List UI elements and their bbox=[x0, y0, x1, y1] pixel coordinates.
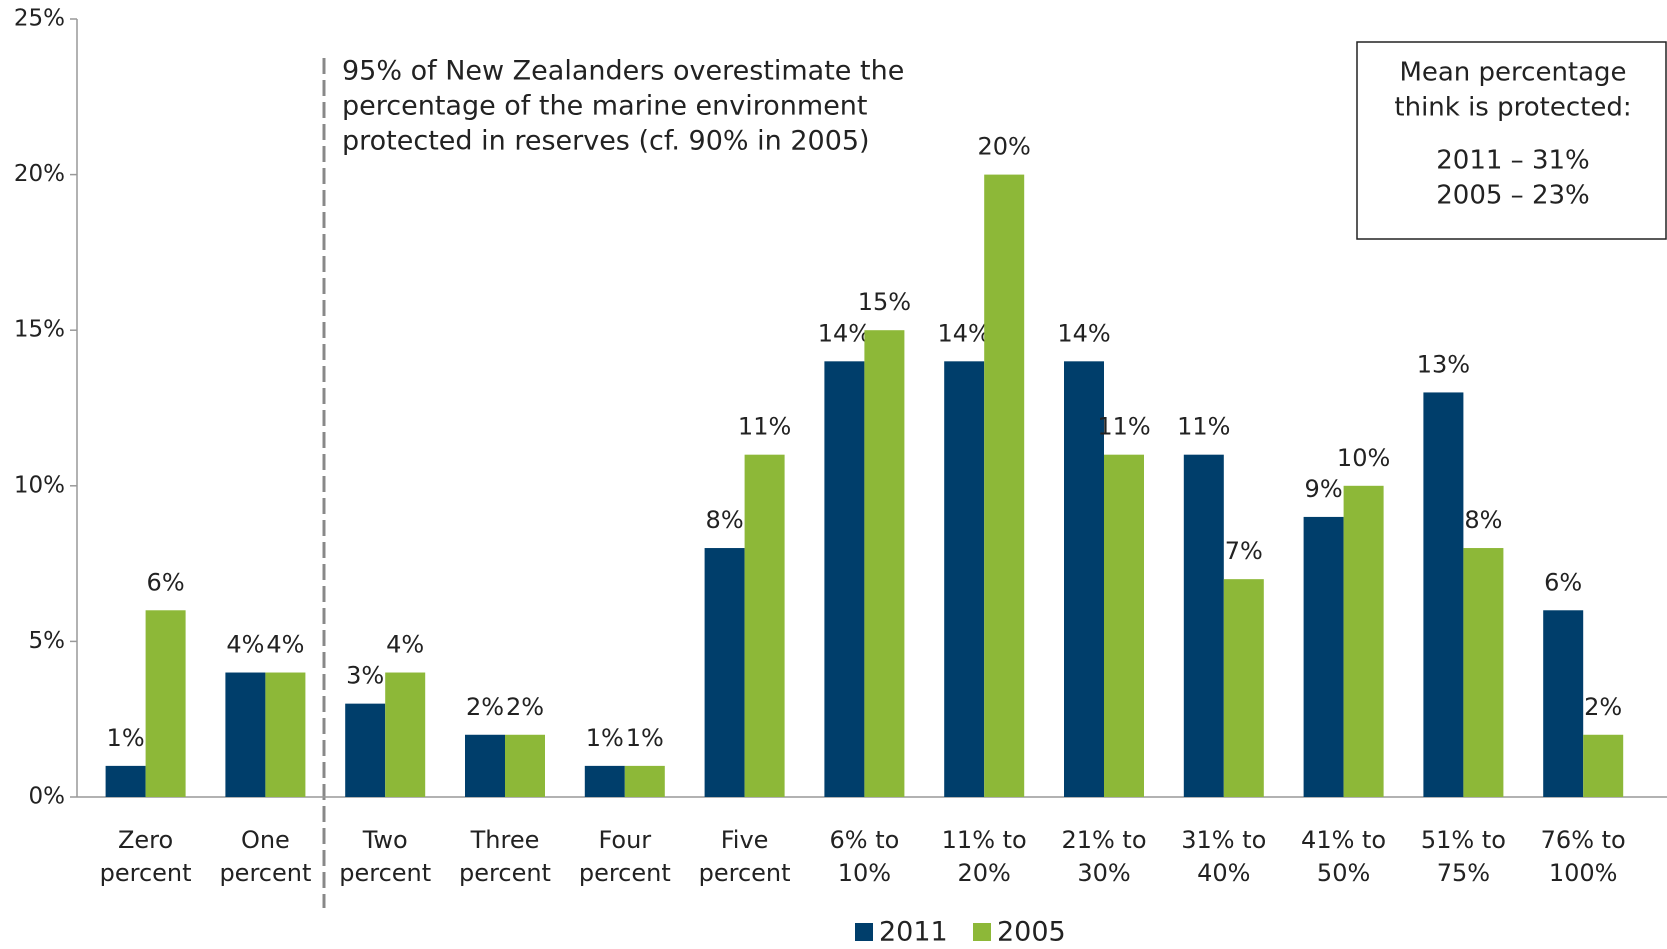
data-label: 14% bbox=[818, 319, 871, 347]
x-tick-label: percent bbox=[579, 859, 671, 887]
bar bbox=[1223, 579, 1264, 797]
data-label: 3% bbox=[346, 662, 384, 690]
bar bbox=[704, 548, 745, 797]
data-label: 2% bbox=[1584, 693, 1622, 721]
bar bbox=[824, 361, 865, 797]
x-tick-label: 21% to bbox=[1061, 826, 1146, 854]
bar bbox=[1064, 361, 1104, 797]
bar bbox=[265, 672, 306, 797]
x-tick-label: 51% to bbox=[1421, 826, 1506, 854]
info-text: Mean percentage bbox=[1399, 58, 1626, 88]
bar bbox=[1303, 516, 1344, 797]
x-tick-label: Three bbox=[470, 826, 540, 854]
data-label: 13% bbox=[1417, 350, 1470, 378]
data-label: 4% bbox=[226, 631, 264, 659]
x-tick-label: One bbox=[241, 826, 290, 854]
bar bbox=[105, 765, 146, 797]
x-tick-label: 41% to bbox=[1301, 826, 1386, 854]
data-label: 8% bbox=[1464, 506, 1502, 534]
x-tick-label: 75% bbox=[1437, 859, 1490, 887]
data-label: 8% bbox=[706, 506, 744, 534]
info-text: 2005 – 23% bbox=[1436, 181, 1590, 211]
x-tick-label: 50% bbox=[1317, 859, 1370, 887]
x-tick-label: 40% bbox=[1197, 859, 1250, 887]
bar bbox=[1463, 548, 1504, 797]
x-tick-label: 20% bbox=[958, 859, 1011, 887]
legend-swatch bbox=[855, 923, 873, 941]
data-label: 15% bbox=[858, 288, 911, 316]
x-tick-label: percent bbox=[100, 859, 192, 887]
bar bbox=[1583, 734, 1624, 797]
x-tick-label: Four bbox=[598, 826, 651, 854]
bar bbox=[624, 765, 665, 797]
data-label: 14% bbox=[1057, 319, 1110, 347]
bar bbox=[1423, 392, 1464, 797]
bar bbox=[345, 703, 386, 797]
x-tick-label: 31% to bbox=[1181, 826, 1266, 854]
data-label: 9% bbox=[1305, 475, 1343, 503]
x-tick-label: Five bbox=[721, 826, 769, 854]
bar bbox=[225, 672, 266, 797]
data-label: 11% bbox=[1097, 413, 1150, 441]
bar bbox=[145, 610, 186, 797]
x-tick-label: percent bbox=[339, 859, 431, 887]
data-label: 1% bbox=[107, 724, 145, 752]
data-label: 4% bbox=[266, 631, 304, 659]
bar bbox=[1343, 485, 1384, 797]
data-label: 20% bbox=[978, 133, 1031, 161]
data-label: 2% bbox=[506, 693, 544, 721]
y-tick-label: 0% bbox=[29, 784, 66, 810]
x-tick-label: 10% bbox=[838, 859, 891, 887]
data-label: 1% bbox=[626, 724, 664, 752]
data-label: 6% bbox=[147, 568, 185, 596]
info-box bbox=[1356, 41, 1667, 240]
data-label: 4% bbox=[386, 631, 424, 659]
legend-label: 2005 bbox=[997, 917, 1066, 948]
bar bbox=[744, 454, 785, 797]
bar bbox=[944, 361, 985, 797]
bar bbox=[864, 330, 905, 797]
data-label: 10% bbox=[1337, 444, 1390, 472]
bar bbox=[584, 765, 625, 797]
data-label: 1% bbox=[586, 724, 624, 752]
data-label: 14% bbox=[938, 319, 991, 347]
legend-swatch bbox=[973, 923, 991, 941]
data-label: 6% bbox=[1544, 568, 1582, 596]
data-label: 11% bbox=[738, 413, 791, 441]
x-tick-label: 11% to bbox=[942, 826, 1027, 854]
x-tick-label: percent bbox=[459, 859, 551, 887]
x-tick-label: 76% to bbox=[1541, 826, 1626, 854]
x-tick-label: percent bbox=[219, 859, 311, 887]
bar bbox=[984, 174, 1025, 798]
annotation: percentage of the marine environment bbox=[342, 91, 868, 122]
annotation: 95% of New Zealanders overestimate the bbox=[342, 56, 904, 87]
bar bbox=[385, 672, 426, 797]
y-tick-label: 20% bbox=[14, 161, 65, 187]
x-tick-label: 6% to bbox=[830, 826, 900, 854]
data-label: 11% bbox=[1177, 413, 1230, 441]
y-tick-label: 5% bbox=[29, 628, 66, 654]
bar bbox=[1183, 454, 1224, 797]
bar bbox=[465, 734, 505, 797]
bar bbox=[505, 734, 545, 797]
y-tick-label: 10% bbox=[14, 472, 65, 498]
data-label: 7% bbox=[1225, 537, 1263, 565]
info-text: 2011 – 31% bbox=[1436, 146, 1590, 176]
x-tick-label: Two bbox=[362, 826, 408, 854]
x-tick-label: percent bbox=[699, 859, 791, 887]
legend-label: 2011 bbox=[879, 917, 948, 948]
x-tick-label: 30% bbox=[1077, 859, 1130, 887]
x-tick-label: Zero bbox=[118, 826, 173, 854]
bar bbox=[1543, 610, 1584, 797]
info-text: think is protected: bbox=[1394, 93, 1631, 123]
x-tick-label: 100% bbox=[1549, 859, 1618, 887]
y-tick-label: 15% bbox=[14, 317, 65, 343]
data-label: 2% bbox=[466, 693, 504, 721]
annotation: protected in reserves (cf. 90% in 2005) bbox=[342, 126, 870, 157]
y-tick-label: 25% bbox=[14, 6, 65, 32]
bar bbox=[1104, 454, 1144, 797]
